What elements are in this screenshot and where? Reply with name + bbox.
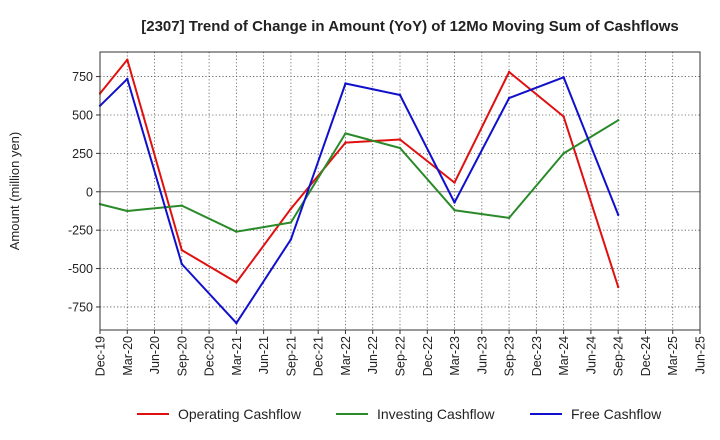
y-tick-label: 250 [72,147,93,161]
x-tick-label: Dec-21 [312,336,326,376]
operating-cashflow-point [289,207,293,210]
x-tick-label: Jun-23 [475,336,489,374]
investing-cashflow-point [344,132,347,135]
x-tick-label: Jun-20 [148,336,162,374]
operating-cashflow-point [398,138,402,141]
x-tick-label: Mar-22 [339,336,353,376]
operating-cashflow-point [180,248,184,252]
investing-cashflow-point [507,216,511,220]
y-tick-label: -250 [68,224,93,238]
free-cashflow-point [344,82,347,85]
x-tick-label: Sep-24 [612,336,626,376]
x-tick-label: Jun-25 [694,336,708,374]
operating-cashflow-point [453,181,456,184]
investing-cashflow-line [99,119,620,233]
investing-cashflow-legend-label: Investing Cashflow [377,406,495,422]
x-tick-label: Dec-24 [639,336,653,376]
x-tick-label: Sep-23 [503,336,517,376]
free-cashflow-point [453,201,456,204]
investing-cashflow-point [180,204,184,207]
operating-cashflow-legend-label: Operating Cashflow [178,406,302,422]
operating-cashflow-point [616,285,620,289]
x-tick-label: Sep-21 [284,336,298,376]
x-tick-label: Mar-24 [557,336,571,376]
investing-cashflow-point [235,230,238,233]
x-tick-label: Dec-20 [203,336,217,376]
x-tick-label: Mar-20 [121,336,135,376]
x-tick-label: Mar-25 [666,336,680,376]
x-tick-label: Dec-23 [530,336,544,376]
x-tick-label: Jun-21 [257,336,271,374]
investing-cashflow-point [453,208,456,212]
grid-layer [100,52,700,330]
free-cashflow-point [507,96,511,100]
y-axis-ticks: -750 -500 -250 0 250 500 750 [68,70,100,314]
chart-title: [2307] Trend of Change in Amount (YoY) o… [141,18,679,35]
investing-cashflow-point [398,146,402,150]
y-axis-title: Amount (million yen) [7,132,22,251]
free-cashflow-point [126,77,129,81]
operating-cashflow-point [562,115,565,118]
operating-cashflow-point [126,58,129,61]
free-cashflow-line [99,76,620,325]
y-tick-label: 0 [86,185,93,199]
operating-cashflow-point [235,281,238,284]
free-cashflow-point [289,238,293,241]
legend: Operating Cashflow Investing Cashflow Free… [137,406,662,422]
free-cashflow-point [235,321,238,325]
y-tick-label: -750 [68,300,93,314]
free-cashflow-point [180,262,184,266]
x-tick-label: Jun-24 [584,336,598,374]
series-layer [98,58,620,325]
x-tick-label: Mar-23 [448,336,462,376]
y-tick-label: -500 [68,262,93,276]
x-tick-label: Sep-20 [175,336,189,376]
y-tick-label: 750 [72,70,93,84]
x-axis-ticks: Dec-19 Mar-20 Jun-20 Sep-20 Dec-20 Mar-21 Jun-… [94,330,708,376]
free-cashflow-point [398,93,402,97]
free-cashflow-legend-label: Free Cashflow [571,406,662,422]
operating-cashflow-point [344,141,347,144]
x-tick-label: Dec-22 [421,336,435,376]
investing-cashflow-point [289,221,293,224]
y-tick-label: 500 [72,108,93,122]
x-tick-label: Dec-19 [94,336,108,376]
x-tick-label: Mar-21 [230,336,244,376]
investing-cashflow-point [562,152,565,155]
free-cashflow-point [562,76,565,79]
x-tick-label: Jun-22 [366,336,380,374]
x-tick-label: Sep-22 [394,336,408,376]
operating-cashflow-point [507,70,511,74]
free-cashflow-point [616,213,620,217]
investing-cashflow-point [126,209,129,213]
investing-cashflow-point [616,119,620,122]
